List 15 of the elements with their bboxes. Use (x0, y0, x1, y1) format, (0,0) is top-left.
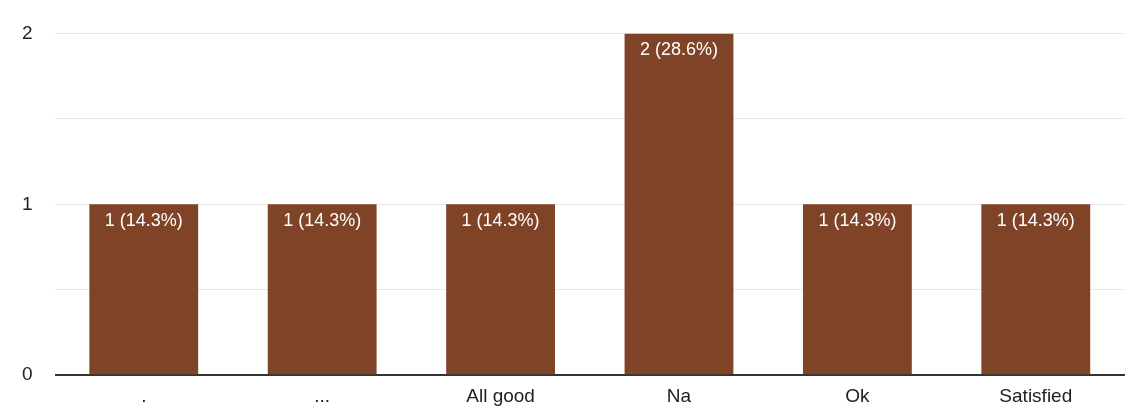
x-tick-label: All good (466, 384, 535, 406)
data-label: 1 (14.3%) (818, 210, 897, 231)
y-tick-label: 2 (21, 21, 33, 43)
x-tick-label: . (141, 384, 147, 406)
x-tick-label: Ok (845, 384, 871, 406)
x-tick-label: Satisfied (999, 384, 1073, 406)
data-label: 1 (14.3%) (996, 210, 1075, 231)
y-tick-label: 0 (21, 363, 33, 385)
data-label: 2 (28.6%) (639, 39, 719, 60)
x-tick-label: Na (666, 384, 692, 406)
data-label: 1 (14.3%) (283, 210, 362, 231)
x-tick-label: ... (314, 384, 331, 406)
y-tick-label: 1 (21, 192, 33, 214)
data-label: 1 (14.3%) (461, 210, 540, 231)
data-label: 1 (14.3%) (104, 210, 183, 231)
